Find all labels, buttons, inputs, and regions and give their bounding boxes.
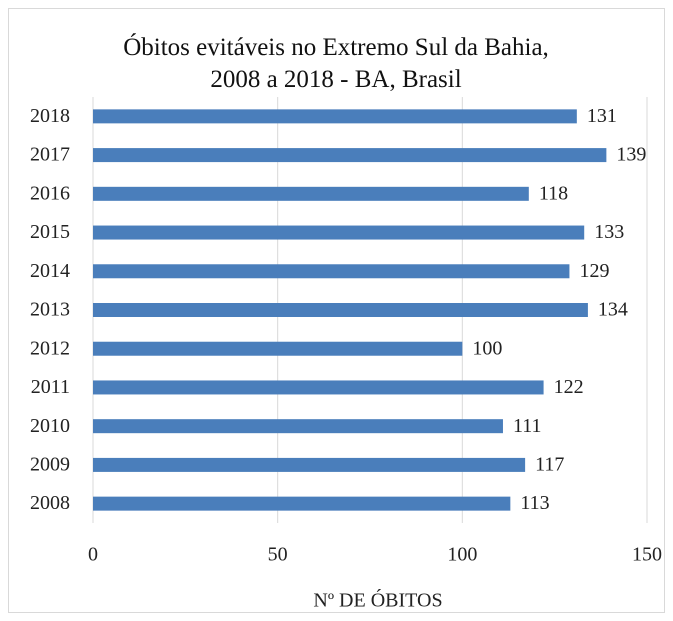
value-label: 100 xyxy=(472,337,502,359)
chart-border xyxy=(8,8,665,613)
x-tick-label: 50 xyxy=(268,544,288,566)
value-label: 117 xyxy=(535,454,564,476)
y-tick-label: 2011 xyxy=(31,376,70,398)
bar xyxy=(93,496,511,511)
value-label: 122 xyxy=(554,376,584,398)
value-label: 133 xyxy=(594,221,624,243)
x-axis-title: Nº DE ÓBITOS xyxy=(313,588,442,612)
bar xyxy=(93,303,588,317)
x-tick-label: 150 xyxy=(632,544,662,566)
bar xyxy=(93,225,585,240)
value-label: 129 xyxy=(579,260,609,282)
y-tick-label: 2017 xyxy=(30,144,70,166)
bar xyxy=(93,186,529,201)
value-label: 131 xyxy=(587,105,617,127)
y-tick-label: 2016 xyxy=(30,182,70,204)
y-tick-label: 2018 xyxy=(30,105,70,127)
value-label: 118 xyxy=(539,182,568,204)
bar xyxy=(93,457,526,472)
x-tick-label: 0 xyxy=(88,544,98,566)
bar xyxy=(93,264,570,279)
y-tick-label: 2009 xyxy=(30,454,70,476)
bar xyxy=(93,341,463,356)
bar xyxy=(93,380,544,395)
value-label: 139 xyxy=(616,144,646,166)
y-tick-label: 2010 xyxy=(30,415,70,437)
y-tick-label: 2015 xyxy=(30,221,70,243)
y-tick-label: 2014 xyxy=(30,260,70,282)
chart-title: Óbitos evitáveis no Extremo Sul da Bahia… xyxy=(123,34,549,93)
y-tick-label: 2008 xyxy=(30,492,70,514)
bar xyxy=(93,148,607,163)
value-label: 113 xyxy=(520,492,549,514)
y-tick-label: 2013 xyxy=(30,299,70,321)
bar xyxy=(93,109,577,124)
value-label: 111 xyxy=(513,415,542,437)
x-tick-label: 100 xyxy=(447,544,477,566)
bar xyxy=(93,419,503,434)
y-tick-label: 2012 xyxy=(30,337,70,359)
value-label: 134 xyxy=(598,299,628,321)
